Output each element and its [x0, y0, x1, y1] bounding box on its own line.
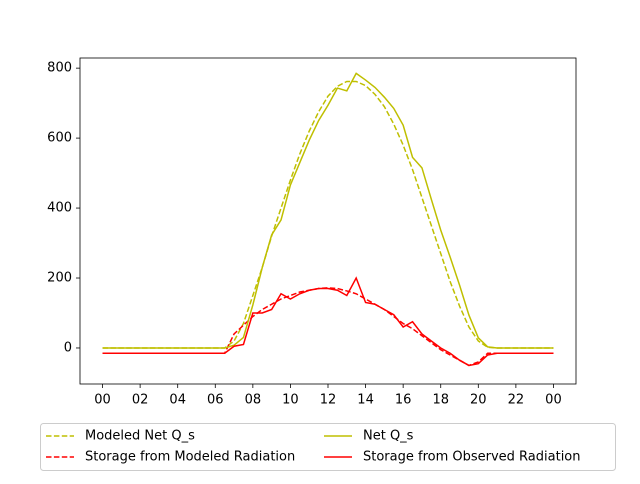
x-tick-label: 00 [94, 393, 111, 408]
legend-box [40, 423, 616, 471]
x-tick-label: 00 [545, 393, 562, 408]
x-tick-label: 16 [395, 393, 412, 408]
legend-label: Net Q_s [363, 429, 414, 444]
series-line [102, 72, 554, 349]
y-tick-label: 600 [47, 131, 72, 146]
y-tick-label: 200 [47, 271, 72, 286]
y-tick-label: 400 [47, 201, 72, 216]
legend-label: Modeled Net Q_s [85, 429, 195, 444]
series-line [102, 276, 554, 367]
x-tick-label: 02 [132, 393, 149, 408]
x-tick-label: 14 [357, 393, 374, 408]
x-tick-label: 08 [245, 393, 262, 408]
x-tick-label: 10 [282, 393, 299, 408]
legend-label: Storage from Modeled Radiation [85, 450, 295, 465]
y-tick-label: 800 [47, 61, 72, 76]
y-tick-label: 0 [64, 340, 72, 355]
x-tick-label: 04 [169, 393, 186, 408]
x-tick-label: 20 [470, 393, 487, 408]
x-tick-label: 22 [508, 393, 525, 408]
legend-label: Storage from Observed Radiation [363, 450, 581, 465]
x-tick-label: 18 [432, 393, 449, 408]
x-tick-label: 12 [320, 393, 337, 408]
axes-frame [79, 57, 577, 385]
x-tick-label: 06 [207, 393, 224, 408]
